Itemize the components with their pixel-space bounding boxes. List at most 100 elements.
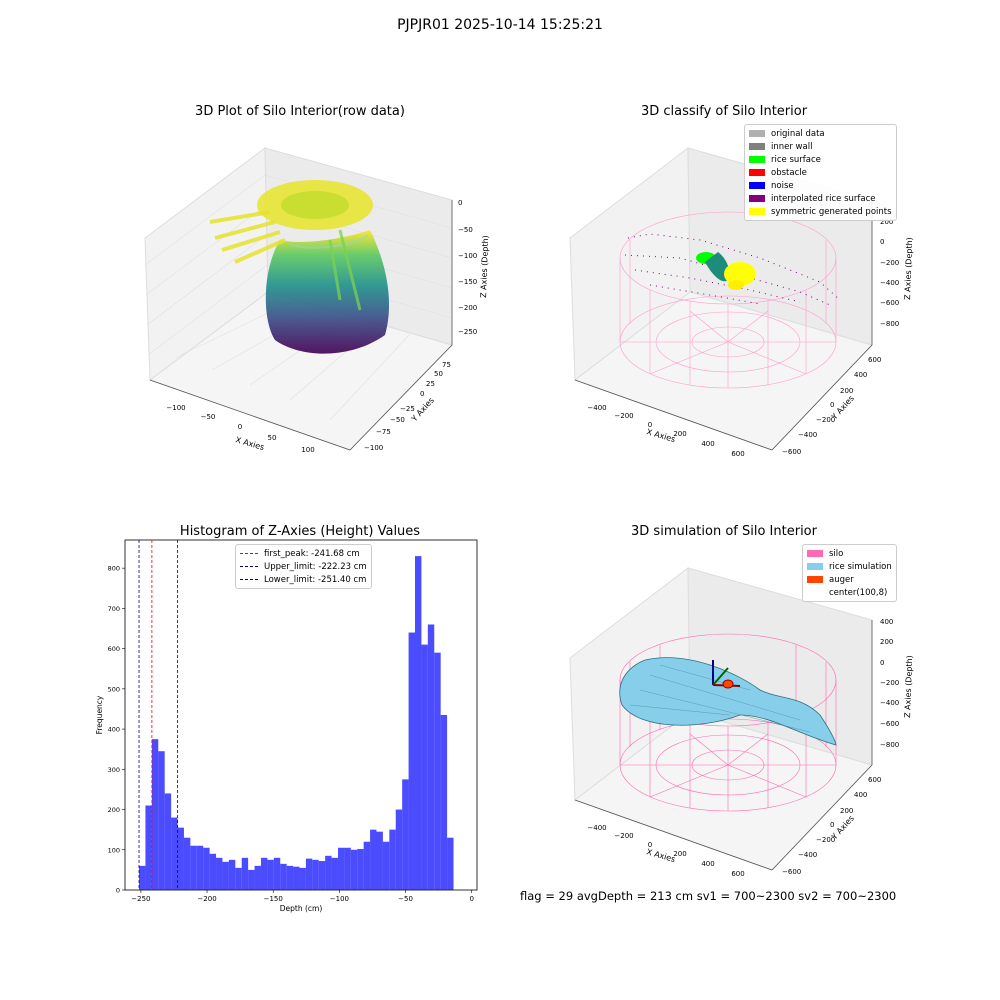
panel4-ytick: 600 xyxy=(868,776,881,784)
panel4-ztick: −600 xyxy=(880,720,899,728)
legend-label: inner wall xyxy=(771,141,813,152)
histogram-chart: −250 −200 −150 −100 −50 0 0 100 200 300 400 500 600… xyxy=(95,539,478,913)
histogram-bar xyxy=(151,739,159,890)
panel2-ztick: 0 xyxy=(880,238,884,246)
panel4-xtick: −200 xyxy=(614,832,633,840)
histogram-bar xyxy=(241,857,249,890)
panel4-ytick: 0 xyxy=(830,821,834,829)
legend-swatch xyxy=(749,182,765,189)
histogram-bar xyxy=(222,861,229,890)
legend-label: auger xyxy=(829,574,854,585)
histogram-bar xyxy=(305,858,313,890)
panel2-ytick: −600 xyxy=(782,448,801,456)
histogram-ytick-label: 700 xyxy=(108,605,120,613)
legend-label: noise xyxy=(771,180,794,191)
panel4-ytick: 200 xyxy=(840,807,853,815)
panel2-xtick: −200 xyxy=(614,412,633,420)
histogram-ytick-label: 400 xyxy=(108,726,120,734)
panel1-xlabel: X Axies xyxy=(234,435,265,452)
panel2-xtick: −400 xyxy=(587,404,606,412)
panel2-ytick: 0 xyxy=(830,401,834,409)
histogram-bar xyxy=(209,853,217,890)
histogram-bar xyxy=(350,849,358,890)
histogram-bar xyxy=(337,847,345,890)
panel4-zlabel: Z Axies (Depth) xyxy=(903,655,914,718)
panel4-xlabel: X Axies xyxy=(645,847,676,864)
histogram-bar xyxy=(139,865,146,890)
panel2-ytick: −400 xyxy=(798,431,817,439)
histogram-bars xyxy=(139,556,454,890)
histogram-bar xyxy=(344,847,351,890)
histogram-bar xyxy=(447,837,454,890)
panel1-xtick: 50 xyxy=(268,434,277,442)
histogram-bar xyxy=(408,632,416,890)
panel1-zlabel: Z Axies (Depth) xyxy=(479,235,490,298)
histogram-legend: first_peak: -241.68 cm Upper_limit: -222… xyxy=(235,544,372,589)
histogram-bar xyxy=(318,861,326,890)
histogram-bar xyxy=(389,829,396,890)
panel4-ytick: −600 xyxy=(782,868,801,876)
legend-swatch xyxy=(749,169,765,176)
panel4-surface-mesh xyxy=(629,664,811,733)
legend-label: interpolated rice surface xyxy=(771,193,876,204)
panel2-ytick: 600 xyxy=(868,356,881,364)
panel1-ytick: 25 xyxy=(426,380,435,388)
histogram-bar xyxy=(325,855,332,890)
panel1-x-ticks: −100 −50 0 50 100 xyxy=(166,404,314,454)
panel1-title: 3D Plot of Silo Interior(row data) xyxy=(195,104,405,119)
histogram-bar xyxy=(427,624,435,890)
histogram-title: Histogram of Z-Axies (Height) Values xyxy=(179,524,421,539)
panel2-ztick: −600 xyxy=(880,299,899,307)
legend-label: silo xyxy=(829,548,844,559)
legend-item: symmetric generated points xyxy=(749,205,892,218)
legend-swatch xyxy=(749,130,765,137)
histogram-bar xyxy=(376,831,383,890)
panel2-y-ticks: 600 400 200 0 −200 −400 −600 xyxy=(782,356,881,456)
panel4-ytick: −400 xyxy=(798,851,817,859)
panel2-ztick: −400 xyxy=(880,279,899,287)
panel1-xtick: −50 xyxy=(201,413,216,421)
histogram-xtick-label: −50 xyxy=(398,895,413,903)
panel4-xtick: 600 xyxy=(731,870,744,878)
legend-item: rice surface xyxy=(749,153,892,166)
legend-line xyxy=(240,579,258,580)
legend-swatch xyxy=(749,195,765,202)
panel1-ytick: −50 xyxy=(390,416,405,424)
panel4-xtick: 0 xyxy=(648,841,652,849)
histogram-xlabel: Depth (cm) xyxy=(280,904,323,913)
panel2-zlabel: Z Axies (Depth) xyxy=(903,237,914,300)
panel2-xtick: 200 xyxy=(673,430,686,438)
panel1-ytick: 50 xyxy=(434,370,443,378)
panel2-z-ticks: 200 0 −200 −400 −600 −800 xyxy=(880,218,899,328)
panel2-ztick: −200 xyxy=(880,259,899,267)
histogram-ytick-label: 800 xyxy=(108,565,120,573)
panel1-ztick: −50 xyxy=(458,226,473,234)
legend-label: Lower_limit: -251.40 cm xyxy=(264,574,367,585)
histogram-xtick-label: −200 xyxy=(197,895,216,903)
panel1-point-cloud xyxy=(209,180,390,354)
panel2-xtick: 400 xyxy=(701,440,714,448)
histogram-bar xyxy=(357,848,364,890)
histogram-xtick-label: −150 xyxy=(264,895,283,903)
panel4-ztick: 200 xyxy=(880,638,893,646)
panel1-ztick: 0 xyxy=(458,199,462,207)
panel2-ytick: 400 xyxy=(854,371,867,379)
panel4-ztick: −200 xyxy=(880,679,899,687)
histogram-xtick-label: −250 xyxy=(131,895,150,903)
histogram-ytick-label: 300 xyxy=(108,766,120,774)
panel2-xtick: 600 xyxy=(731,450,744,458)
histogram-ytick-label: 600 xyxy=(108,645,120,653)
histogram-bar xyxy=(158,751,165,890)
panel1-ytick: 0 xyxy=(420,390,424,398)
panel2-title: 3D classify of Silo Interior xyxy=(640,104,808,119)
panel2-xlabel: X Axies xyxy=(645,427,676,444)
legend-label: rice surface xyxy=(771,154,821,165)
histogram-bar xyxy=(402,779,409,890)
histogram-bar xyxy=(164,793,172,890)
legend-item: Upper_limit: -222.23 cm xyxy=(240,560,367,573)
panel4-ytick: −200 xyxy=(816,836,835,844)
histogram-bar xyxy=(280,863,287,890)
panel1-y-ticks: 75 50 25 0 −25 −50 −75 −100 xyxy=(364,361,451,452)
legend-label: original data xyxy=(771,128,825,139)
histogram-bar xyxy=(183,837,191,890)
